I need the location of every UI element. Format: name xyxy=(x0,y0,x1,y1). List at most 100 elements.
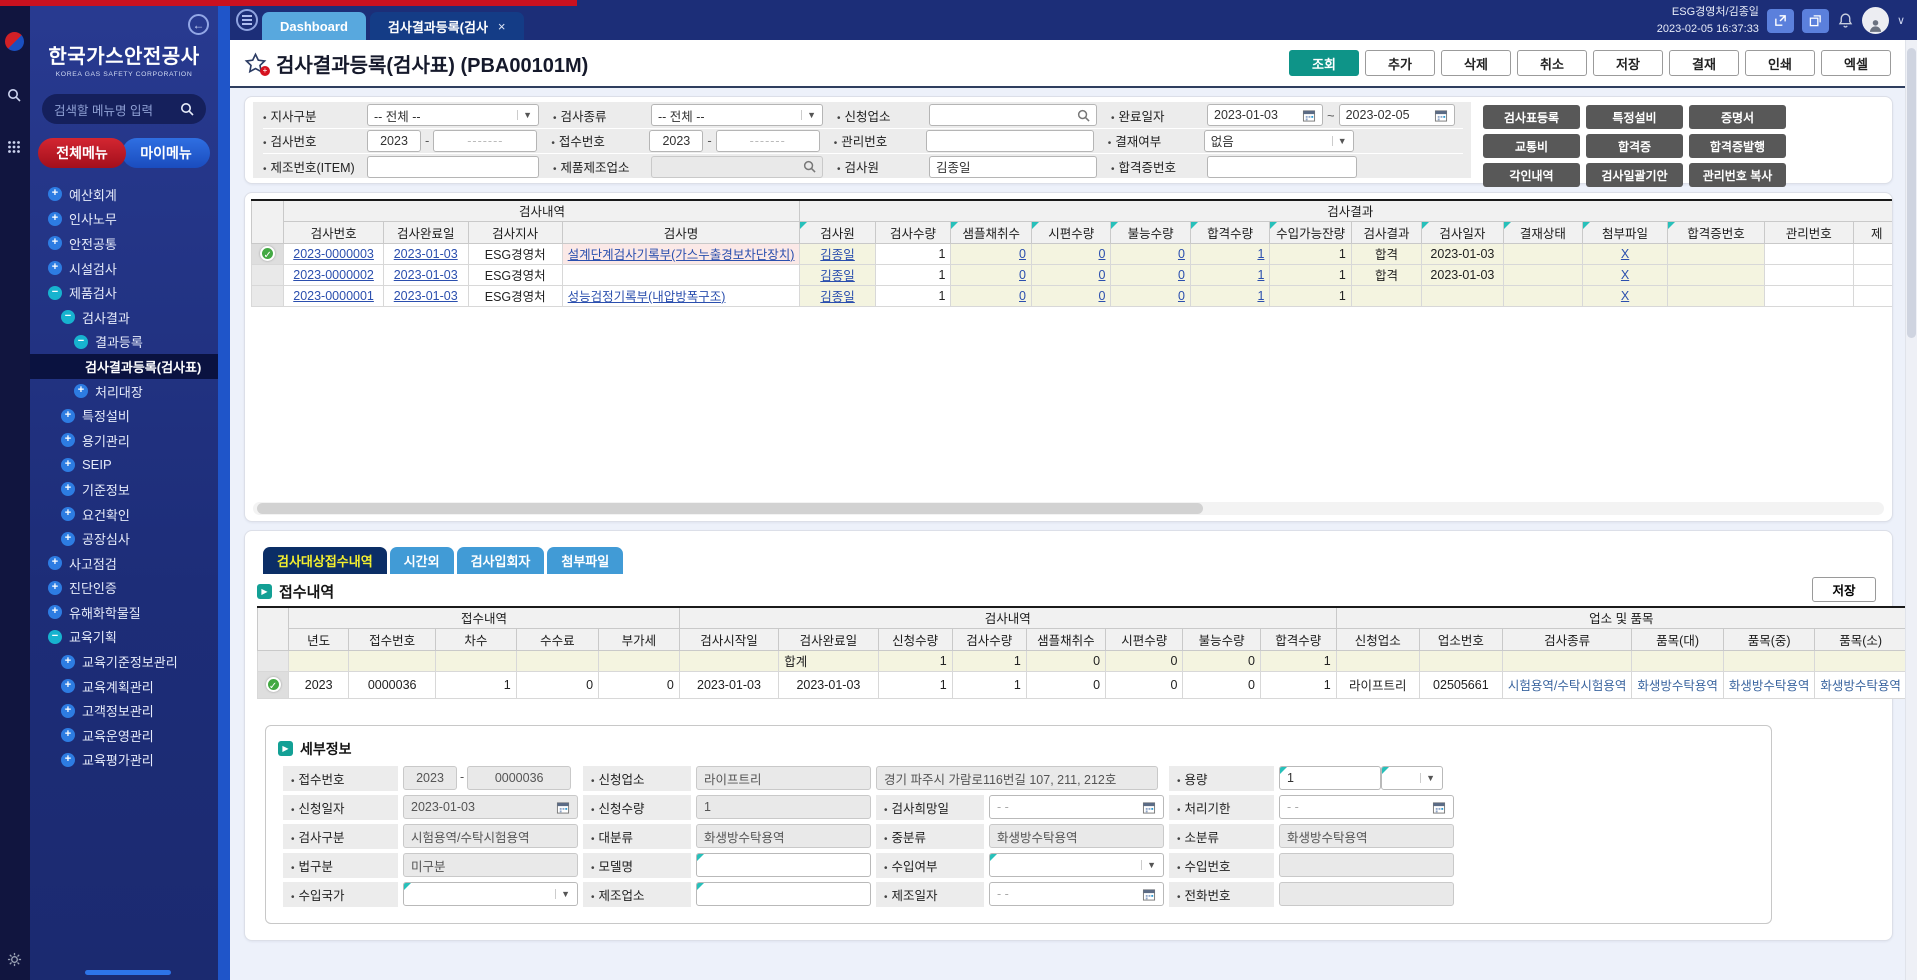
expand-icon[interactable]: + xyxy=(48,605,62,620)
filter-year-input[interactable]: 2023 xyxy=(649,129,704,152)
expand-icon[interactable]: + xyxy=(61,654,75,669)
table-row[interactable]: 2023-0000001 2023-01-03 ESG경영처 성능검정기록부(내압방폭… xyxy=(251,284,1892,307)
detail-date-input[interactable]: - - xyxy=(989,882,1164,906)
column-header[interactable]: 년도 xyxy=(288,627,350,651)
detail-text-input[interactable]: 경기 파주시 가람로116번길 107, 211, 212호 xyxy=(876,766,1158,790)
sidebar-item[interactable]: + 안전공통 xyxy=(30,231,218,256)
expand-icon[interactable]: + xyxy=(48,211,62,226)
column-header[interactable]: 수입가능잔량 xyxy=(1269,220,1352,244)
search-icon[interactable] xyxy=(1077,109,1090,122)
expand-icon[interactable]: + xyxy=(61,703,75,718)
collapse-icon[interactable]: − xyxy=(48,285,62,300)
expand-icon[interactable]: + xyxy=(61,728,75,743)
detail-date-input[interactable]: - - xyxy=(989,795,1164,819)
detail-text-input[interactable]: 2023 xyxy=(403,766,457,790)
header-action-button[interactable]: 삭제 xyxy=(1441,50,1511,76)
detail-text-input[interactable] xyxy=(1279,882,1454,906)
column-header[interactable]: 제 xyxy=(1852,220,1892,244)
expand-icon[interactable]: + xyxy=(61,408,75,423)
cell-link[interactable]: 0 xyxy=(1177,246,1185,261)
vertical-scrollbar-thumb[interactable] xyxy=(1907,48,1916,338)
subtab[interactable]: 검사대상접수내역 xyxy=(263,547,387,574)
cell-link[interactable]: 0 xyxy=(1098,288,1106,303)
expand-icon[interactable]: + xyxy=(48,187,62,202)
expand-icon[interactable]: + xyxy=(74,384,88,399)
column-header[interactable]: 검사수량 xyxy=(874,220,952,244)
sidebar-item[interactable]: − 제품검사 xyxy=(30,280,218,305)
detail-text-input[interactable]: 화생방수탁용역 xyxy=(989,824,1164,848)
detail-text-input[interactable]: 미구분 xyxy=(403,853,578,877)
calendar-icon[interactable] xyxy=(1302,109,1316,122)
column-header[interactable]: 샘플채취수 xyxy=(1025,627,1107,651)
save-button[interactable]: 저장 xyxy=(1812,577,1876,602)
column-header[interactable]: 합격수량 xyxy=(1189,220,1271,244)
expand-icon[interactable]: + xyxy=(61,679,75,694)
expand-icon[interactable]: + xyxy=(61,531,75,546)
hamburger-menu-icon[interactable] xyxy=(236,9,258,31)
sidebar-item[interactable]: + 사고점검 xyxy=(30,551,218,576)
sidebar-item[interactable]: + 유해화학물질 xyxy=(30,600,218,625)
detail-date-input[interactable]: 2023-01-03 xyxy=(403,795,578,819)
detail-select[interactable]: ▼ xyxy=(1381,766,1443,790)
chevron-down-icon[interactable]: ▼ xyxy=(555,889,570,899)
column-header[interactable]: 결재상태 xyxy=(1502,220,1584,244)
filter-search-input[interactable] xyxy=(651,155,823,178)
chevron-down-icon[interactable]: ▼ xyxy=(1420,773,1435,783)
tool-button[interactable]: 검사일괄기안 xyxy=(1586,163,1683,187)
cell-link[interactable]: 2023-0000003 xyxy=(293,246,374,261)
cell-link[interactable]: 0 xyxy=(1019,288,1026,303)
sidebar-item[interactable]: + 요건확인 xyxy=(30,502,218,527)
notifications-bell-icon[interactable] xyxy=(1837,12,1854,29)
chevron-down-icon[interactable]: ▼ xyxy=(1141,860,1156,870)
menu-search-input[interactable]: 검색할 메뉴명 입력 xyxy=(42,94,206,124)
detail-text-input[interactable] xyxy=(696,882,871,906)
sidebar-item[interactable]: + 공장심사 xyxy=(30,526,218,551)
sidebar-item[interactable]: − 교육기획 xyxy=(30,625,218,650)
cell-link[interactable]: 2023-01-03 xyxy=(393,246,458,261)
header-action-button[interactable]: 인쇄 xyxy=(1745,50,1815,76)
column-header[interactable]: 품목(중) xyxy=(1722,627,1816,651)
cell-link[interactable]: 0 xyxy=(1019,246,1026,261)
cell-link[interactable]: 2023-01-03 xyxy=(393,267,458,282)
tool-button[interactable]: 관리번호 복사 xyxy=(1689,163,1786,187)
filter-date-input[interactable]: 2023-01-03 xyxy=(1207,104,1323,127)
column-header[interactable]: 검사수량 xyxy=(951,627,1027,651)
tab-close-icon[interactable]: × xyxy=(497,18,506,34)
menu-toggle-button-red[interactable]: 전체메뉴 xyxy=(38,138,126,168)
expand-icon[interactable]: + xyxy=(48,236,62,251)
column-header[interactable]: 검사완료일 xyxy=(382,220,469,244)
column-header[interactable]: 검사시작일 xyxy=(678,627,780,651)
topbar-tab[interactable]: 검사결과등록(검사 × xyxy=(369,12,524,40)
detail-date-input[interactable]: - - xyxy=(1279,795,1454,819)
rail-search-icon[interactable] xyxy=(7,88,21,105)
expand-icon[interactable]: + xyxy=(61,482,75,497)
cell-link[interactable]: 1 xyxy=(1257,288,1265,303)
column-header[interactable]: 업소번호 xyxy=(1418,627,1503,651)
tool-button[interactable]: 교통비 xyxy=(1483,134,1580,158)
row-selector[interactable] xyxy=(251,263,285,286)
filter-text-input[interactable] xyxy=(1207,155,1357,178)
sidebar-item[interactable]: − 결과등록 xyxy=(30,330,218,355)
cell-link[interactable]: 김종일 xyxy=(820,269,855,283)
rail-apps-grid-icon[interactable] xyxy=(7,140,21,157)
table-row[interactable]: ✓ 2023 0000036 1 0 0 2023-01-03 2023-01-03 1 1 0 0 0… xyxy=(257,670,1907,699)
calendar-icon[interactable] xyxy=(1434,109,1448,122)
row-selector[interactable]: ✓ xyxy=(257,670,290,699)
cell-link[interactable]: 김종일 xyxy=(820,290,855,304)
row-selector[interactable]: ✓ xyxy=(251,242,285,265)
collapse-icon[interactable]: − xyxy=(48,629,62,644)
cell-link[interactable]: X xyxy=(1620,288,1630,303)
expand-icon[interactable]: + xyxy=(61,457,75,472)
user-avatar[interactable] xyxy=(1861,7,1889,34)
column-header[interactable]: 접수번호 xyxy=(348,627,437,651)
sidebar-item[interactable]: 검사결과등록(검사표) xyxy=(30,354,218,379)
sidebar-collapse-button[interactable]: ← xyxy=(188,14,209,35)
filter-year-input[interactable]: 2023 xyxy=(367,129,421,152)
user-menu-chevron-icon[interactable]: ∨ xyxy=(1896,15,1905,27)
collapse-icon[interactable]: − xyxy=(74,334,88,349)
sidebar-item[interactable]: + 고객정보관리 xyxy=(30,698,218,723)
header-action-button[interactable]: 엑셀 xyxy=(1821,50,1891,76)
detail-text-input[interactable]: 화생방수탁용역 xyxy=(696,824,871,848)
search-icon[interactable] xyxy=(180,102,194,116)
vertical-scrollbar-track[interactable] xyxy=(1905,40,1917,980)
